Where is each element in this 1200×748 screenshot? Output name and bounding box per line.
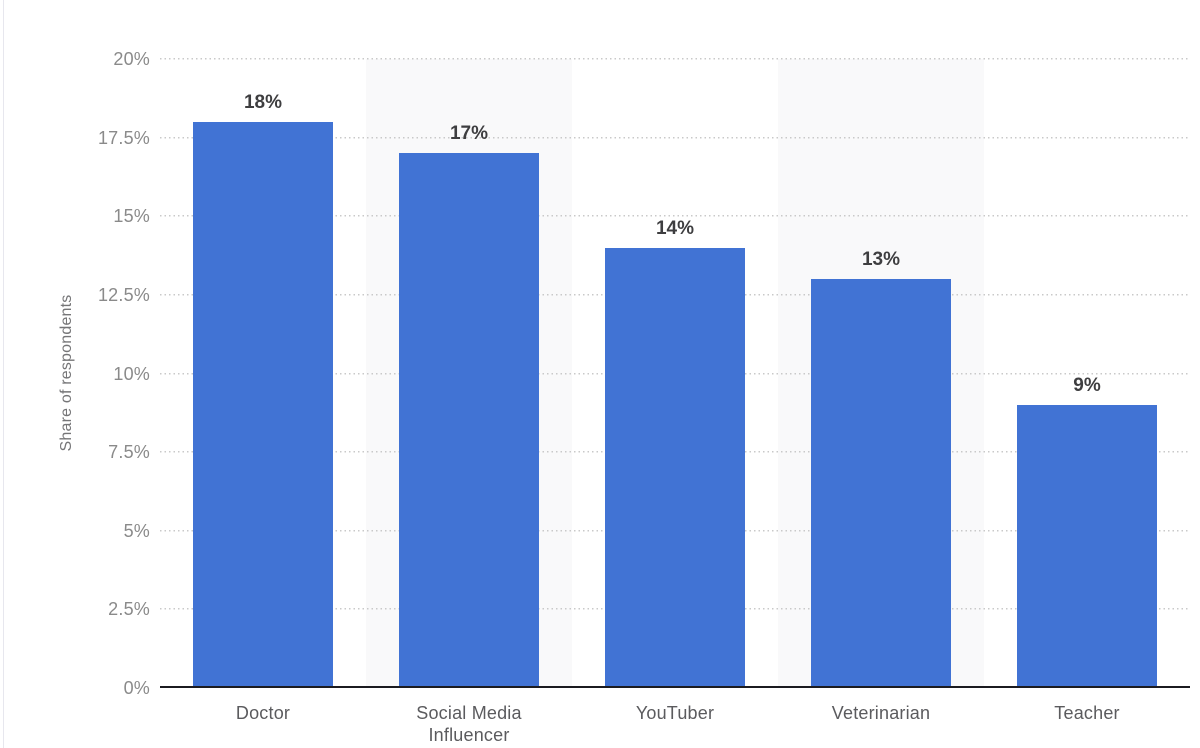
- x-category-label: Teacher: [1054, 703, 1120, 723]
- bar[interactable]: [605, 247, 745, 687]
- y-tick-label: 2.5%: [108, 599, 150, 620]
- gridline: [160, 215, 1190, 218]
- bar-value-label: 13%: [861, 249, 901, 271]
- y-tick-label: 15%: [113, 206, 150, 227]
- gridline: [160, 136, 1190, 139]
- bar[interactable]: [193, 121, 333, 687]
- bar-value-label: 14%: [655, 217, 695, 239]
- y-tick-label: 12.5%: [97, 284, 150, 305]
- bar-value-label: 9%: [1073, 374, 1101, 396]
- x-category-label: Doctor: [235, 703, 291, 723]
- x-category-label: Social Media Influencer: [416, 703, 522, 745]
- y-tick-label: 17.5%: [97, 127, 150, 148]
- x-axis-line: [160, 686, 1190, 688]
- y-tick-label: 10%: [113, 363, 150, 384]
- bar[interactable]: [811, 279, 951, 687]
- window-edge-divider: [3, 0, 4, 748]
- bar-value-label: 17%: [449, 123, 489, 145]
- y-tick-label: 7.5%: [108, 442, 150, 463]
- y-tick-label: 20%: [113, 49, 150, 69]
- bar-value-label: 18%: [243, 91, 283, 113]
- y-tick-label: 5%: [123, 520, 150, 541]
- x-category-label: YouTuber: [635, 703, 715, 723]
- bar[interactable]: [399, 153, 539, 687]
- gridline: [160, 58, 1190, 60]
- x-category-label: Veterinarian: [831, 703, 931, 723]
- bar[interactable]: [1017, 404, 1157, 687]
- y-tick-label: 0%: [123, 678, 150, 698]
